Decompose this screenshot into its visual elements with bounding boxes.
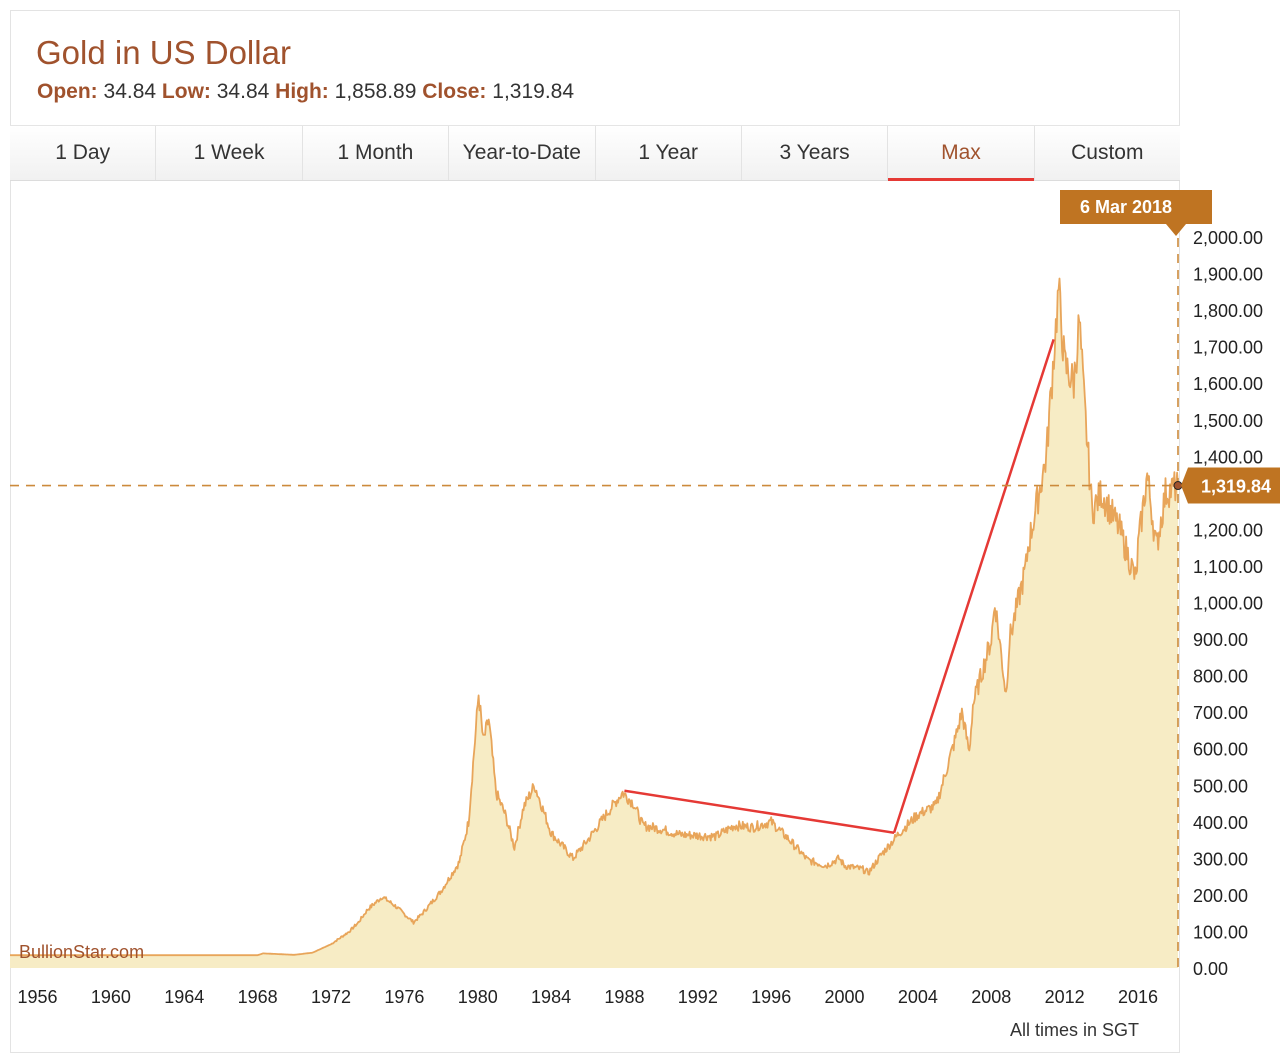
x-tick-label: 1968: [238, 987, 278, 1007]
tab-max[interactable]: Max: [888, 126, 1035, 181]
crosshair-marker: [1173, 481, 1183, 491]
tab-1-day[interactable]: 1 Day: [10, 126, 157, 180]
y-tick-label: 400.00: [1193, 813, 1248, 833]
y-tick-label: 100.00: [1193, 922, 1248, 942]
low-label: Low:: [161, 80, 211, 103]
y-tick-label: 0.00: [1193, 959, 1228, 979]
y-tick-label: 600.00: [1193, 740, 1248, 760]
close-badge-label: 1,319.84: [1201, 477, 1271, 497]
y-tick-label: 1,000.00: [1193, 594, 1263, 614]
tab-custom[interactable]: Custom: [1071, 141, 1144, 164]
y-tick-label: 800.00: [1193, 667, 1248, 687]
y-tick-label: 2,000.00: [1193, 228, 1263, 248]
y-tick-label: 1,900.00: [1193, 265, 1263, 285]
tab-1-week[interactable]: 1 Week: [156, 126, 303, 180]
y-tick-label: 1,500.00: [1193, 411, 1263, 431]
close-badge: [1181, 467, 1280, 504]
y-tick-label: 1,400.00: [1193, 447, 1263, 467]
x-tick-label: 1956: [17, 987, 57, 1007]
y-tick-label: 1,800.00: [1193, 301, 1263, 321]
tab-1-month[interactable]: 1 Month: [303, 126, 450, 180]
x-tick-label: 2016: [1118, 987, 1158, 1007]
trend-line-2: [892, 338, 1055, 834]
trend-line-1: [624, 789, 895, 835]
x-tick-label: 1988: [604, 987, 644, 1007]
close-value: 1,319.84: [492, 80, 575, 103]
x-tick-label: 1980: [458, 987, 498, 1007]
y-tick-label: 1,100.00: [1193, 557, 1263, 577]
y-tick-label: 700.00: [1193, 703, 1248, 723]
price-line: [10, 277, 1179, 957]
range-tabs: 1 Day 1 Week 1 Month Year-to-Date 1 Year…: [10, 125, 1180, 181]
x-tick-label: 2008: [971, 987, 1011, 1007]
date-badge: [1060, 190, 1212, 236]
x-tick-label: 1960: [91, 987, 131, 1007]
ohlc-summary: Open: 34.84 Low: 34.84 High: 1,858.89 Cl…: [37, 80, 574, 104]
watermark: BullionStar.com: [19, 942, 144, 962]
x-tick-label: 2012: [1045, 987, 1085, 1007]
high-label: High:: [275, 80, 329, 103]
low-value: 34.84: [216, 80, 270, 103]
tab-1-year[interactable]: 1 Year: [596, 126, 742, 180]
y-tick-label: 1,200.00: [1193, 520, 1263, 540]
x-tick-label: 1976: [384, 987, 424, 1007]
tab-year-to-date[interactable]: Year-to-Date: [449, 126, 596, 180]
x-tick-label: 1972: [311, 987, 351, 1007]
x-tick-label: 2004: [898, 987, 938, 1007]
y-tick-label: 200.00: [1193, 886, 1248, 906]
y-tick-label: 500.00: [1193, 776, 1248, 796]
x-tick-label: 1984: [531, 987, 571, 1007]
y-tick-label: 1,600.00: [1193, 374, 1263, 394]
tab-3-years[interactable]: 3 Years: [742, 126, 889, 180]
y-tick-label: 900.00: [1193, 630, 1248, 650]
price-area: [10, 278, 1178, 968]
open-label: Open:: [37, 80, 98, 103]
x-tick-label: 1964: [164, 987, 204, 1007]
x-tick-label: 2000: [825, 987, 865, 1007]
y-tick-label: 1,700.00: [1193, 338, 1263, 358]
y-tick-label: 300.00: [1193, 849, 1248, 869]
high-value: 1,858.89: [334, 80, 417, 103]
x-tick-label: 1996: [751, 987, 791, 1007]
chart-title: Gold in US Dollar: [36, 34, 291, 71]
open-value: 34.84: [103, 80, 157, 103]
date-badge-label: 6 Mar 2018: [1080, 197, 1172, 217]
footnote: All times in SGT: [1010, 1020, 1139, 1040]
close-label: Close:: [422, 80, 487, 103]
x-tick-label: 1992: [678, 987, 718, 1007]
